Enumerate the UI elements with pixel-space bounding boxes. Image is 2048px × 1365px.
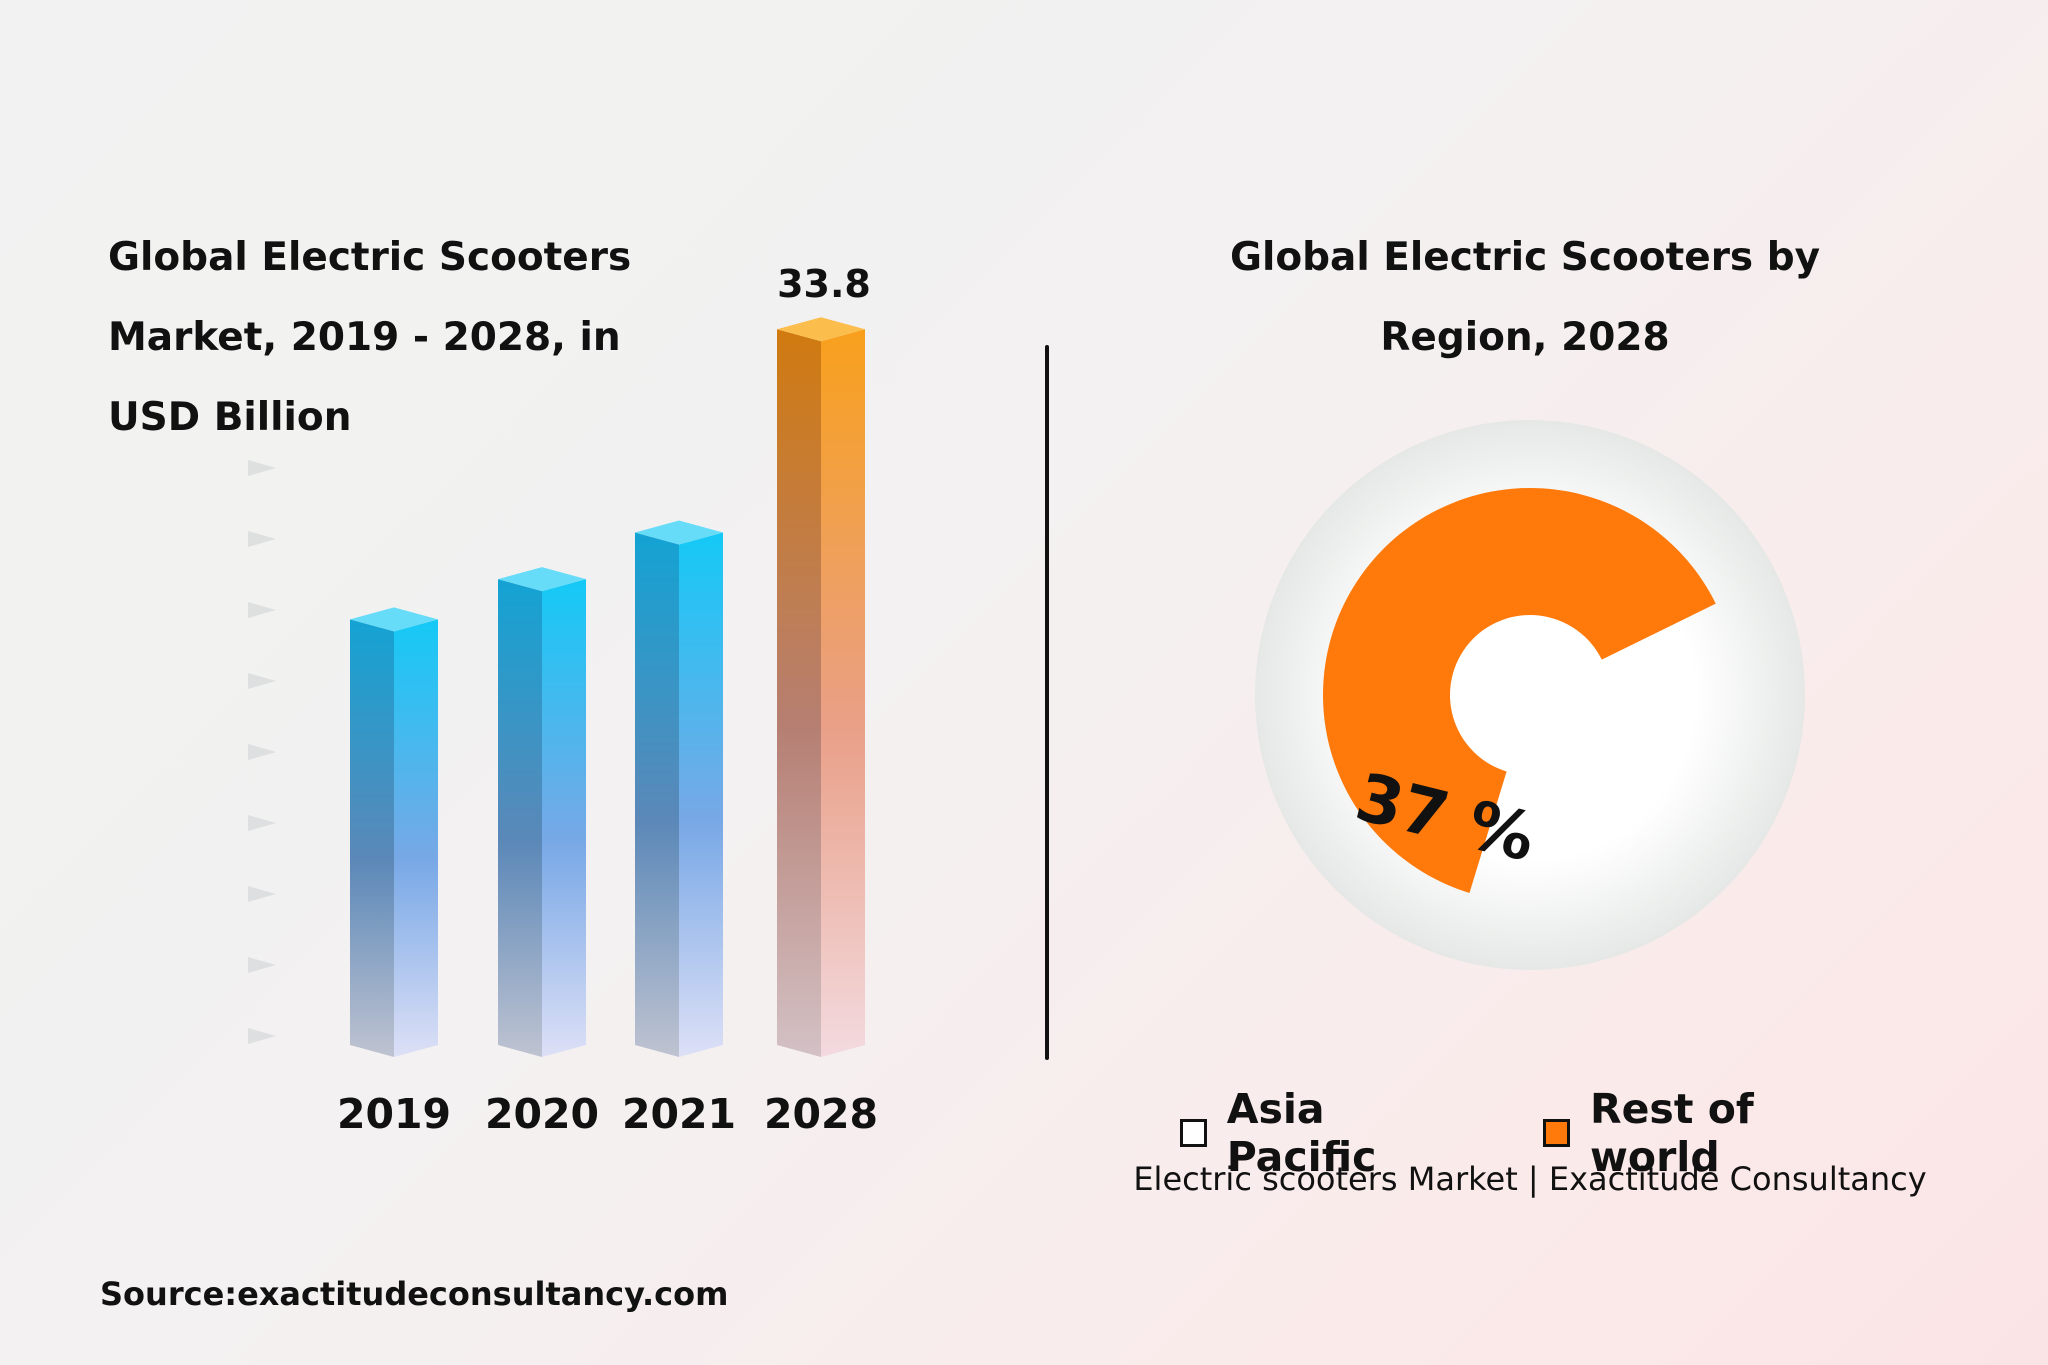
donut-chart-title: Global Electric Scooters by Region, 2028: [1229, 235, 1821, 360]
donut-slice-rest-of-world: [1323, 488, 1716, 893]
legend-label-rest-of-world: Rest of world: [1590, 1085, 1754, 1181]
asia-pacific-swatch-icon: [1180, 1119, 1207, 1147]
bars: [350, 317, 865, 1057]
bar-2019: [350, 607, 438, 1057]
axis-tick-marker: [248, 957, 276, 973]
bar-chart: 2019 2020 2021 2028 33.8: [248, 262, 878, 1138]
legend-label-asia-pacific: Asia Pacific: [1226, 1085, 1377, 1181]
bar-2021: [635, 520, 723, 1057]
bar-2028: [777, 317, 865, 1057]
axis-tick-marker: [248, 815, 276, 831]
source-note: Source:exactitudeconsultancy.com: [100, 1275, 729, 1313]
divider: [1045, 345, 1049, 1060]
rest-of-world-swatch-icon: [1543, 1119, 1571, 1147]
legend-item-asia-pacific: Asia Pacific: [1180, 1085, 1473, 1181]
axis-tick-marker: [248, 531, 276, 547]
x-tick-label-2021: 2021: [622, 1090, 736, 1138]
bar-labels: 2019 2020 2021 2028 33.8: [337, 262, 878, 1138]
chart-caption: Electric scooters Market | Exactitude Co…: [1133, 1160, 1927, 1198]
data-label-2028: 33.8: [777, 262, 871, 306]
axis-tick-marker: [248, 744, 276, 760]
x-tick-label-2019: 2019: [337, 1090, 451, 1138]
axis-tick-marker: [248, 1028, 276, 1044]
bar-chart-title: Global Electric Scooters Market, 2019 - …: [108, 235, 632, 440]
faded-axis-ticks: [248, 460, 276, 1044]
x-tick-label-2028: 2028: [764, 1090, 878, 1138]
x-tick-label-2020: 2020: [485, 1090, 599, 1138]
bar-2020: [498, 567, 586, 1057]
axis-tick-marker: [248, 602, 276, 618]
axis-tick-marker: [248, 460, 276, 476]
axis-tick-marker: [248, 673, 276, 689]
donut-chart: 37 %: [1255, 420, 1805, 970]
legend: Asia Pacific Rest of world: [1180, 1085, 1880, 1181]
legend-item-rest-of-world: Rest of world: [1543, 1085, 1880, 1181]
axis-tick-marker: [248, 886, 276, 902]
